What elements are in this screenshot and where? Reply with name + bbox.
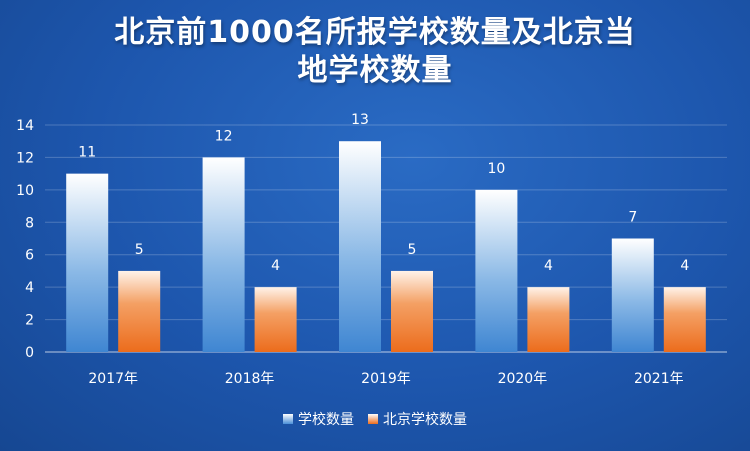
legend-item-school-count: 学校数量 [283, 409, 354, 429]
x-tick-label-2: 2018年 [225, 371, 275, 387]
legend-swatch-blue [283, 414, 293, 424]
y-tick-label-12: 12 [16, 150, 34, 166]
bar-s2-1 [118, 270, 161, 352]
bar-s2-4 [527, 287, 570, 352]
bar-s1-4 [475, 189, 518, 352]
legend: 学校数量 北京学校数量 [0, 409, 750, 429]
bar-s1-2 [202, 157, 245, 352]
data-label-s1-1: 11 [78, 145, 96, 161]
y-tick-label-4: 4 [25, 280, 34, 296]
bar-s2-3 [391, 270, 433, 352]
data-label-s1-3: 13 [351, 112, 369, 128]
bar-s1-5 [611, 238, 654, 352]
bar-s2-5 [663, 287, 706, 352]
legend-label-beijing-school-count: 北京学校数量 [383, 412, 467, 428]
data-label-s2-1: 5 [135, 242, 144, 258]
chart-title-line-2: 地学校数量 [297, 53, 453, 88]
x-tick-label-5: 2021年 [634, 371, 684, 387]
bar-s1-1 [66, 173, 109, 352]
chart-title-line-1: 北京前1000名所报学校数量及北京当 [114, 15, 636, 50]
data-label-s2-4: 4 [544, 258, 553, 274]
y-tick-label-2: 2 [25, 313, 34, 329]
x-tick-label-4: 2020年 [498, 371, 548, 387]
bar-s1-3 [339, 141, 381, 352]
y-tick-label-14: 14 [16, 118, 34, 134]
legend-item-beijing-school-count: 北京学校数量 [368, 409, 467, 429]
y-tick-label-8: 8 [25, 215, 34, 231]
legend-label-school-count: 学校数量 [298, 412, 354, 428]
y-tick-label-0: 0 [25, 345, 34, 361]
data-label-s2-5: 4 [680, 258, 689, 274]
y-tick-label-10: 10 [16, 183, 34, 199]
data-label-s1-4: 10 [487, 161, 505, 177]
x-tick-label-1: 2017年 [88, 371, 138, 387]
legend-swatch-orange [368, 414, 378, 424]
data-label-s1-5: 7 [628, 210, 637, 226]
x-tick-label-3: 2019年 [361, 371, 411, 387]
chart-title: 北京前1000名所报学校数量及北京当 地学校数量 [0, 14, 750, 90]
data-label-s2-2: 4 [271, 258, 280, 274]
bar-s2-2 [254, 287, 297, 352]
y-tick-label-6: 6 [25, 248, 34, 264]
data-label-s2-3: 5 [408, 242, 417, 258]
data-label-s1-2: 12 [215, 128, 233, 144]
